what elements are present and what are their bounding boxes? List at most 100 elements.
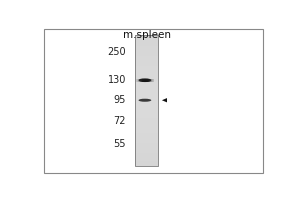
Bar	[152, 79, 153, 82]
Polygon shape	[162, 98, 167, 102]
Bar	[135, 120, 158, 122]
Ellipse shape	[139, 78, 151, 82]
Bar	[135, 108, 158, 110]
Bar	[146, 79, 147, 82]
Bar	[135, 136, 158, 138]
Bar	[135, 74, 158, 76]
Bar	[135, 156, 158, 157]
Bar	[147, 79, 148, 82]
Bar	[135, 86, 158, 87]
Bar	[135, 105, 158, 107]
Bar	[135, 157, 158, 159]
Bar	[135, 45, 158, 46]
Bar	[135, 54, 158, 56]
Ellipse shape	[139, 99, 151, 102]
Bar	[136, 79, 137, 82]
Bar	[144, 79, 145, 82]
Bar	[135, 76, 158, 77]
Text: 250: 250	[107, 47, 126, 57]
Bar	[150, 79, 151, 82]
Bar	[135, 59, 158, 61]
Bar	[135, 92, 158, 94]
Bar	[135, 51, 158, 53]
Bar	[151, 79, 152, 82]
Bar	[135, 125, 158, 126]
Bar	[135, 100, 158, 102]
Bar	[153, 79, 154, 82]
Bar	[135, 130, 158, 131]
Bar	[135, 35, 158, 166]
Bar	[135, 164, 158, 166]
Bar	[135, 118, 158, 120]
Bar	[135, 64, 158, 66]
Bar	[135, 43, 158, 45]
Bar	[142, 79, 143, 82]
Bar	[135, 153, 158, 154]
Bar	[135, 90, 158, 92]
Bar	[148, 79, 149, 82]
Bar	[135, 154, 158, 156]
Bar	[135, 143, 158, 144]
Bar	[135, 122, 158, 123]
Bar	[135, 53, 158, 54]
Bar	[135, 87, 158, 89]
Bar	[135, 72, 158, 74]
Bar	[135, 84, 158, 86]
Bar	[135, 95, 158, 97]
Bar	[135, 102, 158, 104]
Bar	[135, 46, 158, 48]
Bar	[135, 149, 158, 151]
Bar	[135, 146, 158, 148]
Bar	[135, 77, 158, 79]
Bar	[140, 79, 141, 82]
Bar	[137, 79, 138, 82]
Bar	[135, 110, 158, 112]
Bar	[135, 71, 158, 72]
Bar	[135, 151, 158, 153]
Bar	[135, 63, 158, 64]
Bar	[135, 141, 158, 143]
Bar	[135, 115, 158, 117]
Bar	[135, 48, 158, 50]
Text: 130: 130	[107, 75, 126, 85]
Bar	[135, 89, 158, 90]
Bar	[135, 148, 158, 149]
Bar	[135, 41, 158, 43]
Bar	[135, 56, 158, 58]
Bar	[135, 94, 158, 95]
Bar	[135, 104, 158, 105]
Bar	[135, 117, 158, 118]
Bar	[135, 159, 158, 161]
Bar	[143, 79, 144, 82]
Bar	[135, 112, 158, 113]
Bar	[135, 140, 158, 141]
Bar	[135, 131, 158, 133]
Bar	[149, 79, 150, 82]
Text: 72: 72	[113, 116, 126, 126]
Bar	[135, 38, 158, 40]
Bar	[135, 61, 158, 63]
Bar	[135, 36, 158, 38]
Bar	[135, 97, 158, 99]
Bar	[135, 40, 158, 41]
Bar	[135, 133, 158, 135]
Bar	[135, 99, 158, 100]
Text: m.spleen: m.spleen	[123, 30, 171, 40]
Bar	[139, 79, 140, 82]
Bar	[135, 107, 158, 108]
Bar	[135, 66, 158, 68]
Bar	[135, 81, 158, 82]
Bar	[138, 79, 139, 82]
Bar	[135, 135, 158, 136]
Bar	[135, 50, 158, 51]
Bar	[135, 58, 158, 59]
Text: 55: 55	[113, 139, 126, 149]
Bar	[135, 128, 158, 130]
Bar	[141, 79, 142, 82]
Bar	[135, 68, 158, 69]
Bar	[135, 144, 158, 146]
Bar	[135, 161, 158, 162]
Bar	[135, 113, 158, 115]
Bar	[135, 79, 158, 81]
Bar	[145, 79, 146, 82]
